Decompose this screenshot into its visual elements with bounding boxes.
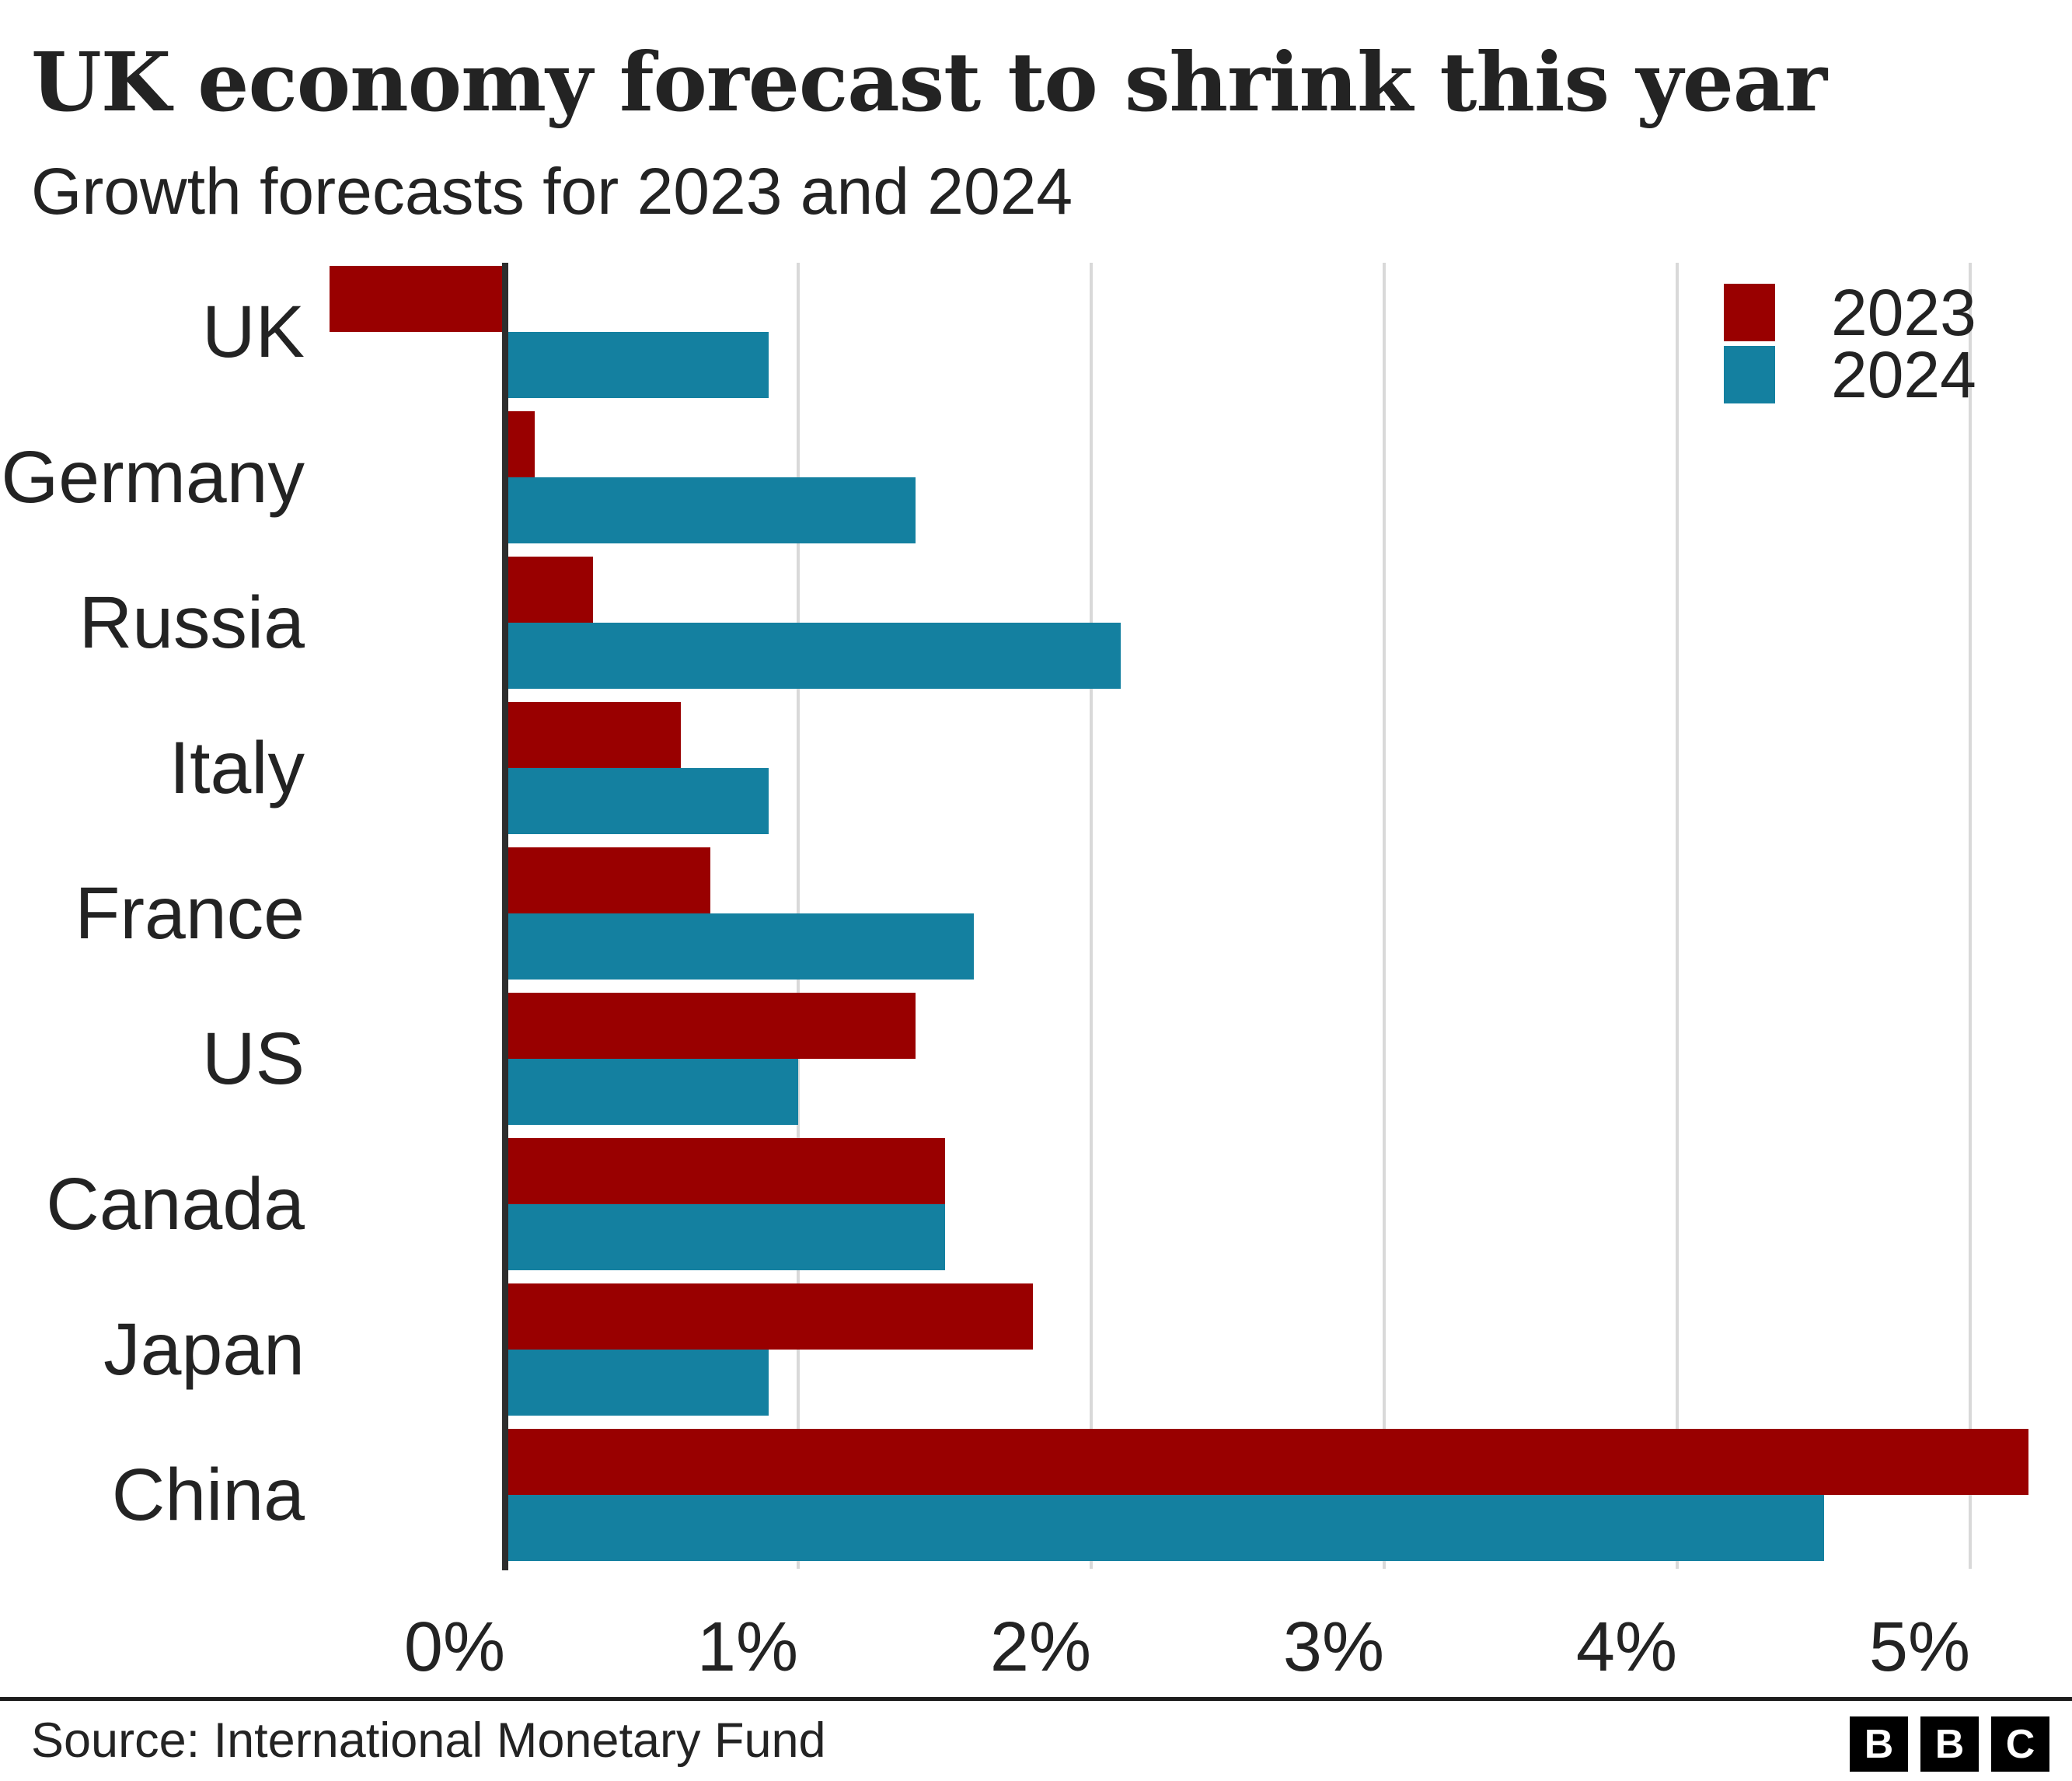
bar-2023-germany xyxy=(505,411,535,477)
bbc-logo-block-b2: B xyxy=(1920,1716,1979,1772)
bar-2024-germany xyxy=(505,477,916,543)
category-label-japan: Japan xyxy=(103,1308,305,1391)
bar-2024-france xyxy=(505,913,975,980)
bar-2024-china xyxy=(505,1495,1824,1561)
category-label-us: US xyxy=(202,1017,305,1100)
bar-2024-japan xyxy=(505,1350,769,1416)
gridline-4% xyxy=(1676,263,1679,1569)
bar-2024-italy xyxy=(505,768,769,834)
category-label-russia: Russia xyxy=(78,581,305,664)
bar-2023-russia xyxy=(505,557,594,623)
bbc-logo-block-b1: B xyxy=(1850,1716,1908,1772)
gridline-3% xyxy=(1383,263,1386,1569)
category-label-canada: Canada xyxy=(46,1162,305,1245)
category-label-uk: UK xyxy=(202,290,305,373)
legend: 2023 2024 xyxy=(1724,276,1976,411)
footer-divider xyxy=(0,1697,2072,1701)
category-label-france: France xyxy=(75,871,305,955)
x-tick-label-4%: 4% xyxy=(1575,1608,1677,1686)
legend-label-2023: 2023 xyxy=(1831,276,1976,349)
bar-2024-uk xyxy=(505,332,769,398)
category-label-germany: Germany xyxy=(1,435,305,519)
x-tick-label-3%: 3% xyxy=(1282,1608,1384,1686)
axis-zero-line xyxy=(502,263,508,1570)
x-tick-label-1%: 1% xyxy=(696,1608,798,1686)
bar-2023-uk xyxy=(329,266,505,332)
legend-swatch-2023 xyxy=(1724,284,1775,341)
bar-2024-canada xyxy=(505,1204,945,1270)
x-tick-label-5%: 5% xyxy=(1868,1608,1970,1686)
gridline-5% xyxy=(1969,263,1972,1569)
chart-subtitle: Growth forecasts for 2023 and 2024 xyxy=(31,155,1073,228)
source-credit: Source: International Monetary Fund xyxy=(31,1713,826,1768)
bar-2023-china xyxy=(505,1429,2029,1495)
gridline-2% xyxy=(1090,263,1093,1569)
bar-2023-japan xyxy=(505,1283,1033,1350)
category-label-china: China xyxy=(111,1453,305,1536)
x-tick-label-0%: 0% xyxy=(403,1608,505,1686)
bar-2023-us xyxy=(505,993,916,1059)
bar-2023-canada xyxy=(505,1138,945,1204)
legend-item-2024: 2024 xyxy=(1724,338,1976,411)
bar-2023-italy xyxy=(505,702,682,768)
chart-title: UK economy forecast to shrink this year xyxy=(31,34,1827,130)
legend-swatch-2024 xyxy=(1724,346,1775,403)
bbc-logo-block-c: C xyxy=(1991,1716,2049,1772)
x-tick-label-2%: 2% xyxy=(989,1608,1091,1686)
bar-2023-france xyxy=(505,847,710,913)
bbc-logo: B B C xyxy=(1850,1716,2049,1772)
bar-2024-us xyxy=(505,1059,798,1125)
legend-label-2024: 2024 xyxy=(1831,338,1976,411)
bar-2024-russia xyxy=(505,623,1121,689)
category-label-italy: Italy xyxy=(169,726,305,809)
legend-item-2023: 2023 xyxy=(1724,276,1976,349)
